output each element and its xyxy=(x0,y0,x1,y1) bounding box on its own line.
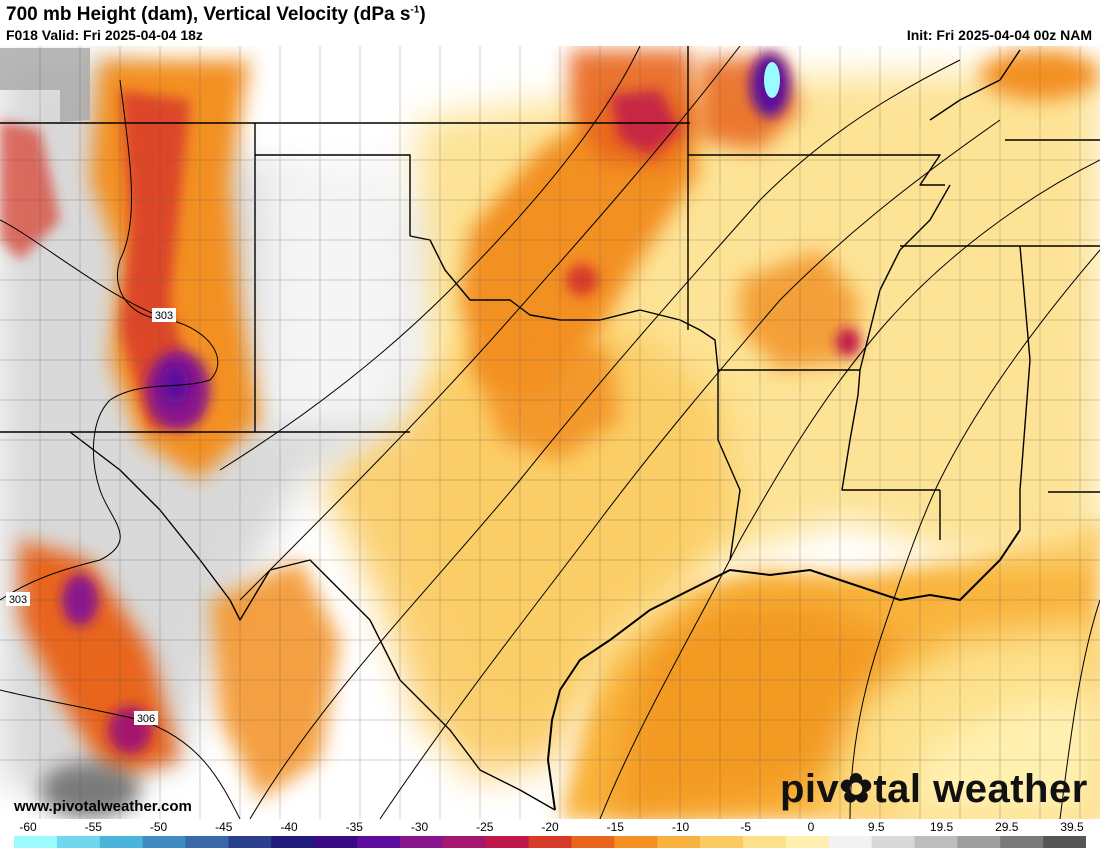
colorbar-tick-label: -55 xyxy=(84,820,102,834)
colorbar-tick-label: 9.5 xyxy=(867,820,885,834)
gulf-coastline xyxy=(546,529,1021,811)
contour-label: 306 xyxy=(137,713,155,725)
colorbar-swatch xyxy=(571,836,615,848)
colorbar-tick-label: 29.5 xyxy=(995,820,1019,834)
colorbar-swatch xyxy=(614,836,658,848)
colorbar-tick-label: -50 xyxy=(149,820,168,834)
colorbar-tick-label: -40 xyxy=(280,820,298,834)
gulf-ascent-stronger xyxy=(610,600,900,819)
colorbar-tick-label: -35 xyxy=(345,820,363,834)
colorbar-tick-label: -5 xyxy=(740,820,752,834)
logo-text-right: tal weather xyxy=(873,767,1088,811)
colorbar-swatch xyxy=(56,836,101,848)
height-contours xyxy=(0,46,1100,819)
colorbar xyxy=(14,836,1086,848)
colorbar-swatch xyxy=(528,836,572,848)
watermark-url: www.pivotalweather.com xyxy=(14,798,192,815)
title-superscript: -1 xyxy=(410,4,420,16)
contour-labels: 303 303 306 xyxy=(6,308,176,725)
colorbar-swatch xyxy=(142,836,187,848)
colorbar-swatch xyxy=(785,836,830,848)
colorbar-swatch xyxy=(228,836,272,848)
logo-text-left: piv xyxy=(780,767,840,811)
colorbar-swatch xyxy=(1043,836,1086,848)
colorbar-swatch xyxy=(914,836,958,848)
colorbar-swatch xyxy=(957,836,1001,848)
colorbar-tick-label: -30 xyxy=(410,820,429,834)
colorbar-swatch xyxy=(657,836,701,848)
west-red-streaks xyxy=(0,120,60,260)
red-cell-ark xyxy=(836,328,860,356)
colorbar-swatch xyxy=(399,836,444,848)
colorbar-swatch xyxy=(271,836,315,848)
title-close: ) xyxy=(419,4,426,25)
texas-yellow-ascent xyxy=(320,320,740,780)
colorbar-swatch xyxy=(828,836,873,848)
colorbar-swatch xyxy=(871,836,915,848)
max-ascent-core-north xyxy=(764,62,780,98)
colorbar-swatch xyxy=(742,836,787,848)
pivotal-weather-logo: piv✿tal weather xyxy=(780,766,1088,812)
colorbar-tick-label: -15 xyxy=(606,820,624,834)
county-grid xyxy=(0,46,1100,819)
texas-orange-band xyxy=(470,330,620,460)
colorbar-tick-label: -20 xyxy=(541,820,559,834)
colorbar-swatch xyxy=(185,836,229,848)
colorbar-swatch xyxy=(99,836,144,848)
colorbar-tick-label: 0 xyxy=(807,820,815,834)
colorbar-tick-label: 19.5 xyxy=(929,820,954,834)
colorbar-swatch xyxy=(314,836,358,848)
init-time: Init: Fri 2025-04-04 00z NAM xyxy=(906,27,1092,43)
colorbar-labels: -60 -55 -50 -45 -40 -35 -30 -25 -20 -15 -10 -5 0 9.5 1… xyxy=(0,819,1100,835)
colorbar-swatch xyxy=(442,836,487,848)
nm-white-region xyxy=(260,160,420,430)
colorbar-tick-label: -25 xyxy=(476,820,494,834)
logo-gear-icon: ✿ xyxy=(839,767,874,811)
valid-time: F018 Valid: Fri 2025-04-04 18z xyxy=(6,27,203,43)
nw-gray-box xyxy=(0,48,90,122)
colorbar-tick-label: -45 xyxy=(215,820,233,834)
contour-label: 303 xyxy=(9,594,27,606)
title-main: 700 mb Height (dam), Vertical Velocity (… xyxy=(6,4,411,25)
colorbar-swatch xyxy=(700,836,744,848)
colorbar-tick-label: 39.5 xyxy=(1060,820,1084,834)
colorbar-swatch xyxy=(1000,836,1044,848)
colorbar-tick-label: -10 xyxy=(671,820,690,834)
map-title: 700 mb Height (dam), Vertical Velocity (… xyxy=(6,4,426,26)
colorbar-swatch xyxy=(357,836,401,848)
colorbar-tick-label: -60 xyxy=(19,820,37,834)
colorbar-swatch xyxy=(485,836,530,848)
header: 700 mb Height (dam), Vertical Velocity (… xyxy=(0,0,1100,46)
weather-map: 303 303 306 xyxy=(0,46,1100,819)
sw-dark-gray xyxy=(40,762,140,818)
contour-label: 303 xyxy=(155,310,173,322)
colorbar-swatch xyxy=(14,836,58,848)
